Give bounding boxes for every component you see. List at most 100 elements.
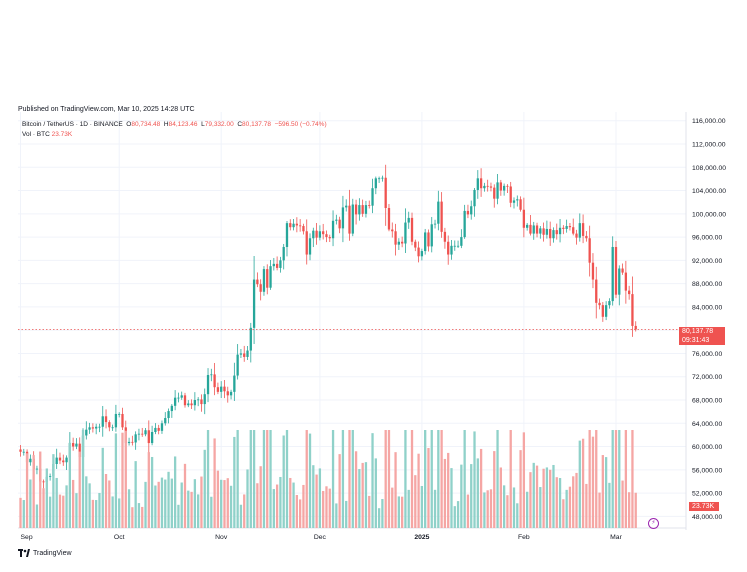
candle-body (206, 374, 210, 395)
candle-body (493, 187, 496, 199)
volume-bar (348, 430, 351, 528)
candle-body (85, 429, 88, 436)
candle-body (249, 327, 252, 351)
candle-body (108, 422, 111, 428)
tradingview-brand[interactable]: TradingView (18, 549, 72, 557)
volume-bar (368, 495, 371, 528)
volume-bar (447, 452, 450, 528)
candle-body (397, 241, 400, 245)
y-tick-label: 56,000.00 (692, 467, 722, 474)
volume-bar (266, 430, 269, 528)
candle-body (585, 235, 588, 239)
volume-bar (328, 488, 331, 528)
candle-body (322, 231, 325, 235)
volume-bar (420, 485, 424, 528)
volume-bar (78, 451, 81, 528)
volume-bar (470, 464, 473, 528)
candle-body (42, 481, 45, 483)
candle-body (463, 210, 466, 238)
y-tick-label: 100,000.00 (692, 211, 726, 218)
candle-body (601, 305, 604, 317)
volume-bar (203, 449, 206, 528)
candle-body (318, 231, 322, 238)
volume-bar (157, 481, 160, 528)
volume-bar (483, 492, 486, 528)
volume-bar (127, 489, 131, 528)
open-value: 80,734.48 (131, 121, 161, 128)
volume-bar (598, 492, 601, 528)
volume-bar (631, 430, 634, 528)
volume-bar (160, 477, 164, 528)
y-tick-label: 60,000.00 (692, 444, 722, 451)
volume-bar (269, 430, 272, 528)
y-tick-label: 116,000.00 (692, 118, 726, 125)
candle-body (190, 403, 193, 406)
candle-body (621, 268, 624, 273)
candle-body (266, 269, 269, 288)
volume-bar (624, 430, 628, 528)
candle-body (539, 228, 542, 234)
y-tick-label: 88,000.00 (692, 281, 722, 288)
candle-body (312, 230, 315, 239)
lightning-icon[interactable]: ⚡ (648, 518, 659, 529)
candle-body (210, 374, 213, 376)
candle-body (404, 222, 407, 244)
y-tick-label: 68,000.00 (692, 398, 722, 405)
candle-body (91, 427, 95, 429)
volume-bar (397, 496, 400, 528)
volume-bar (223, 480, 226, 528)
volume-bar (585, 483, 588, 528)
candle-body (555, 230, 558, 235)
candle-body (595, 279, 598, 303)
volume-bar (601, 455, 604, 528)
volume-bar (384, 430, 387, 528)
volume-bar (272, 489, 275, 528)
volume-bar (358, 469, 361, 528)
volume-bar (581, 438, 585, 528)
candle-body (348, 205, 351, 234)
volume-bar (549, 469, 552, 528)
candle-body (65, 457, 68, 463)
candle-body (506, 185, 509, 187)
volume-bar (341, 430, 345, 528)
published-caption: Published on TradingView.com, Mar 10, 20… (18, 106, 195, 113)
volume-bar (252, 430, 256, 528)
candle-body (361, 205, 364, 214)
volume-bar (621, 480, 624, 528)
volume-bar (529, 472, 532, 528)
volume-bar (131, 507, 134, 528)
symbol-label[interactable]: Bitcoin / TetherUS · 1D · BINANCE (22, 121, 123, 128)
volume-bar (220, 479, 223, 528)
volume-bar (545, 467, 549, 528)
volume-bar (331, 430, 335, 528)
volume-bar (486, 490, 489, 528)
candle-body (588, 238, 591, 263)
volume-bar (285, 430, 289, 528)
candle-body (111, 427, 114, 429)
candle-body (542, 228, 545, 235)
candle-body (499, 182, 502, 191)
volume-bar (42, 488, 45, 528)
volume-bar (325, 486, 328, 528)
volume-bar (532, 462, 535, 528)
volume-bar (552, 464, 555, 528)
volume-bar (154, 485, 157, 528)
volume-bar (479, 448, 483, 528)
volume-bar (634, 492, 637, 528)
candle-body (285, 223, 289, 247)
volume-bar (213, 438, 216, 528)
volume-bar (404, 430, 407, 528)
candle-body (417, 247, 420, 257)
volume-bar (55, 477, 58, 528)
candle-body (141, 433, 144, 435)
volume-bar (456, 501, 460, 528)
volume-bar (604, 457, 608, 528)
volume-bar (427, 448, 430, 528)
candle-body (384, 177, 387, 208)
candle-body (545, 228, 549, 235)
candle-body (427, 232, 430, 247)
volume-bar (588, 430, 591, 528)
volume-label[interactable]: Vol · BTC (22, 131, 50, 138)
candle-body (535, 225, 539, 234)
